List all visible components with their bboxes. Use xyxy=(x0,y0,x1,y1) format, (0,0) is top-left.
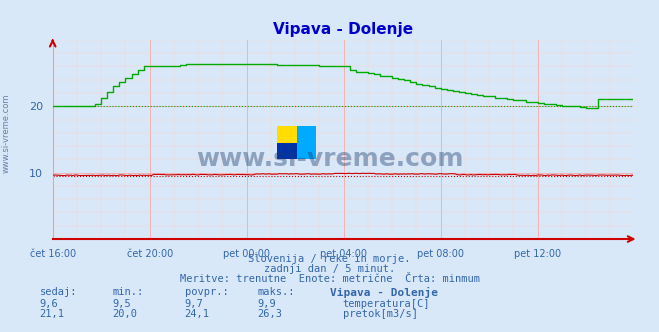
Text: www.si-vreme.com: www.si-vreme.com xyxy=(2,93,11,173)
Text: 26,3: 26,3 xyxy=(257,309,282,319)
Text: www.si-vreme.com: www.si-vreme.com xyxy=(196,147,463,171)
Text: temperatura[C]: temperatura[C] xyxy=(343,299,430,309)
Text: min.:: min.: xyxy=(112,287,143,297)
Title: Vipava - Dolenje: Vipava - Dolenje xyxy=(273,22,413,37)
Text: Slovenija / reke in morje.: Slovenija / reke in morje. xyxy=(248,254,411,264)
Text: maks.:: maks.: xyxy=(257,287,295,297)
Bar xyxy=(277,143,297,159)
Text: 9,5: 9,5 xyxy=(112,299,130,309)
Text: pretok[m3/s]: pretok[m3/s] xyxy=(343,309,418,319)
Text: 9,6: 9,6 xyxy=(40,299,58,309)
Bar xyxy=(297,126,316,143)
Text: Meritve: trenutne  Enote: metrične  Črta: minmum: Meritve: trenutne Enote: metrične Črta: … xyxy=(179,274,480,284)
Text: 9,7: 9,7 xyxy=(185,299,203,309)
Text: Vipava - Dolenje: Vipava - Dolenje xyxy=(330,287,438,298)
Text: 9,9: 9,9 xyxy=(257,299,275,309)
Bar xyxy=(297,143,316,159)
Text: 24,1: 24,1 xyxy=(185,309,210,319)
Bar xyxy=(277,126,297,143)
Text: zadnji dan / 5 minut.: zadnji dan / 5 minut. xyxy=(264,264,395,274)
Text: sedaj:: sedaj: xyxy=(40,287,77,297)
Text: 20,0: 20,0 xyxy=(112,309,137,319)
Text: povpr.:: povpr.: xyxy=(185,287,228,297)
Text: 21,1: 21,1 xyxy=(40,309,65,319)
